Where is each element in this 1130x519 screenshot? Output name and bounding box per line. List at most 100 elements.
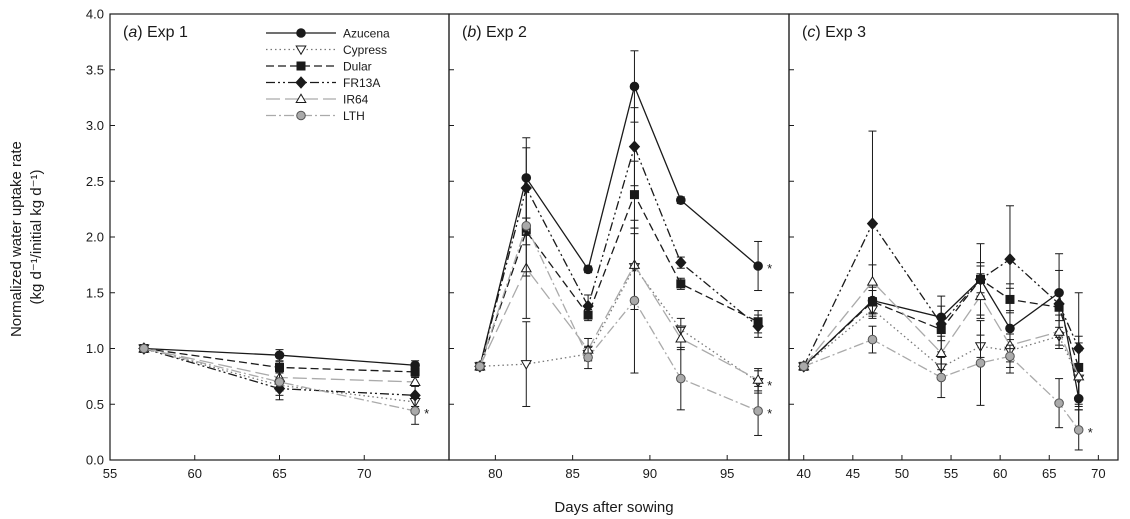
legend-label: Dular [343, 60, 372, 74]
panel-title: (c) Exp 3 [802, 24, 866, 41]
x-tick-label: 40 [796, 466, 810, 481]
panel-title-paren-close: ) [815, 24, 820, 41]
legend-item-fr13a: FR13A [266, 76, 380, 90]
y-axis-title: Normalized water uptake rate (kg d⁻¹/ini… [8, 137, 45, 337]
data-point [409, 376, 421, 386]
legend-marker [296, 110, 306, 121]
x-tick-label: 60 [188, 466, 202, 481]
y-tick-label: 4.0 [86, 7, 104, 22]
panel-title: (b) Exp 2 [462, 24, 527, 41]
x-tick-label: 65 [272, 466, 286, 481]
series-dular [475, 160, 763, 371]
panel-title-paren-close: ) [476, 24, 481, 41]
series-line [479, 84, 759, 367]
y-axis-title-line2: (kg d⁻¹/initial kg d⁻¹) [28, 169, 45, 304]
y-tick-label: 3.5 [86, 62, 104, 77]
series-azucena [475, 50, 763, 372]
data-point [1053, 297, 1065, 311]
panel-title-paren: ( [802, 24, 808, 41]
legend-item-lth: LTH [266, 109, 365, 123]
legend-item-dular: Dular [266, 60, 372, 74]
data-point [274, 377, 285, 387]
y-tick-label: 2.5 [86, 174, 104, 189]
panel-frame [788, 13, 1119, 461]
x-tick-label: 95 [720, 466, 734, 481]
data-point [1004, 253, 1016, 266]
series-line [479, 263, 759, 381]
data-point [676, 373, 686, 384]
data-point [629, 190, 639, 200]
data-point [139, 343, 149, 354]
legend-label: FR13A [343, 76, 380, 90]
x-tick-label: 45 [846, 466, 860, 481]
data-point [521, 221, 532, 231]
legend-label: IR64 [343, 93, 369, 107]
x-tick-label: 90 [643, 466, 657, 481]
legend-item-ir64: IR64 [266, 93, 369, 107]
data-point [520, 360, 532, 370]
series-lth [798, 320, 1084, 451]
data-point [629, 81, 640, 92]
panel-title-text: Exp 3 [821, 24, 866, 41]
series-line [479, 265, 759, 383]
panel-title: (a) Exp 1 [123, 24, 188, 41]
panel-2: 80 85 90 95 (b) Exp 2 * * * [448, 13, 790, 481]
x-tick-label: 85 [565, 466, 579, 481]
legend-marker [295, 76, 307, 89]
data-point [1005, 351, 1015, 362]
data-point [936, 372, 947, 383]
data-point [975, 358, 986, 368]
legend-label: Azucena [343, 27, 390, 41]
data-point [475, 361, 485, 372]
data-point [866, 275, 879, 286]
series-lth [475, 175, 763, 436]
panel-title-text: Exp 1 [143, 24, 188, 41]
significance-star: * [1088, 425, 1093, 440]
data-point [582, 299, 594, 313]
data-point [866, 217, 879, 230]
legend-label: LTH [343, 109, 365, 123]
significance-star: * [424, 406, 429, 421]
y-axis-title-line1: Normalized water uptake rate [8, 141, 25, 337]
series-ir64 [474, 217, 764, 392]
panel-title-paren: ( [123, 24, 129, 41]
legend-label: Cypress [343, 43, 387, 57]
x-tick-label: 80 [488, 466, 502, 481]
data-point [867, 334, 878, 345]
x-axis-title: Days after sowing [554, 499, 673, 516]
panel-title-letter: a [128, 24, 137, 41]
x-tick-label: 65 [1042, 466, 1056, 481]
data-point [935, 317, 947, 331]
data-point [1073, 370, 1085, 381]
significance-star: * [767, 378, 772, 393]
data-point [583, 264, 593, 275]
x-tick-label: 55 [944, 466, 958, 481]
legend-marker [295, 45, 307, 56]
y-tick-label: 3.0 [86, 118, 104, 133]
y-tick-label: 2.0 [86, 230, 104, 245]
legend: Azucena Cypress Dular FR13A IR64 LTH [266, 27, 390, 123]
data-point [676, 195, 686, 206]
data-point [410, 367, 420, 377]
data-point [675, 332, 687, 343]
significance-star: * [767, 406, 772, 421]
panel-title-letter: c [807, 24, 815, 41]
legend-item-cypress: Cypress [266, 43, 387, 57]
panel-frame [448, 13, 790, 461]
data-point [1053, 325, 1065, 336]
data-point [676, 279, 686, 289]
y-tick-label: 1.5 [86, 285, 104, 300]
x-tick-label: 50 [895, 466, 909, 481]
x-tick-label: 55 [103, 466, 117, 481]
panel-title-letter: b [467, 24, 476, 41]
data-point [752, 373, 764, 384]
legend-item-azucena: Azucena [266, 27, 390, 41]
significance-star: * [767, 261, 772, 276]
panel-title-text: Exp 2 [482, 24, 527, 41]
data-point [974, 290, 987, 301]
data-point [583, 352, 593, 363]
x-tick-label: 70 [357, 466, 371, 481]
data-point [1054, 398, 1064, 408]
data-point [1073, 425, 1084, 435]
data-point [935, 347, 947, 357]
